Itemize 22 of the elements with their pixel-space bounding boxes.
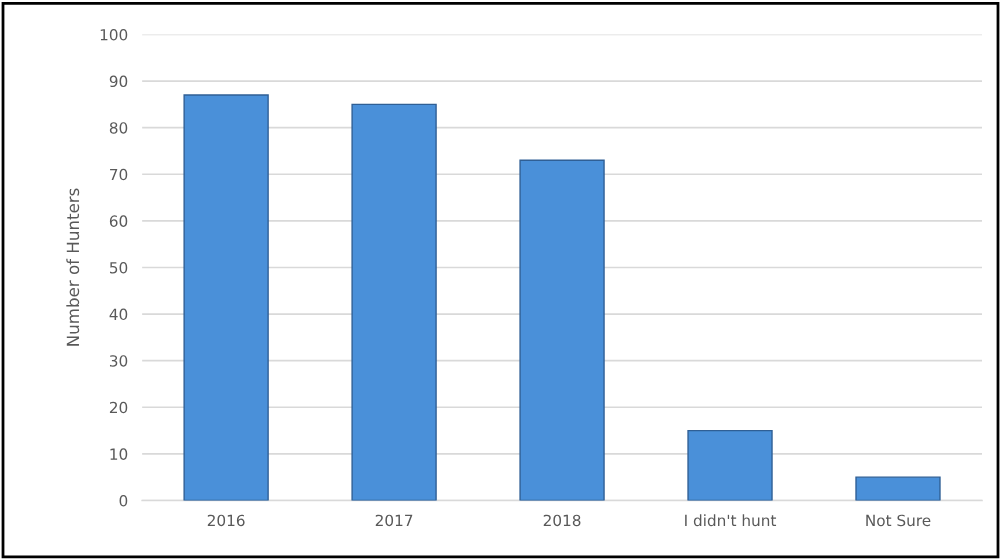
bar — [687, 429, 773, 501]
y-tick-label: 60 — [109, 215, 128, 227]
y-tick-label: 80 — [109, 122, 128, 134]
x-tick-label: 2016 — [207, 514, 245, 527]
x-tick-label: I didn't hunt — [685, 514, 777, 527]
bar — [183, 94, 269, 501]
y-tick-label: 50 — [109, 261, 128, 274]
y-tick-label: 0 — [119, 494, 128, 507]
x-tick-label: 2018 — [543, 514, 581, 527]
y-tick-label: 20 — [109, 401, 128, 414]
bar — [351, 103, 437, 501]
y-tick-label: 100 — [100, 28, 128, 41]
y-tick-label: 70 — [110, 168, 128, 181]
y-tick-label: 10 — [110, 448, 128, 460]
x-tick-label: Not Sure — [866, 514, 931, 527]
bar — [519, 159, 605, 501]
y-tick-label: 40 — [109, 308, 128, 321]
x-tick-label: 2017 — [375, 514, 413, 527]
y-axis-title: Number of Hunters — [66, 188, 80, 346]
bar — [855, 476, 941, 501]
y-tick-label: 90 — [109, 75, 128, 88]
y-tick-label: 30 — [109, 355, 128, 367]
